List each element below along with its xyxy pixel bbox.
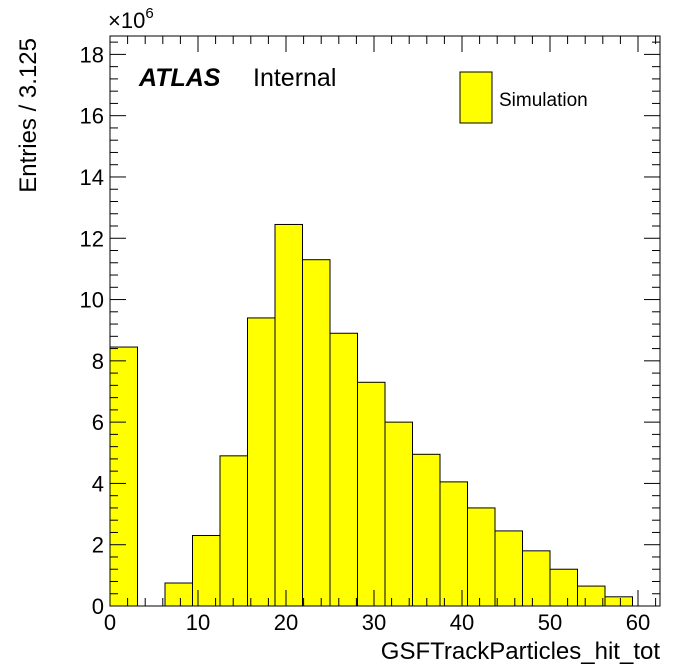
x-tick-label: 30: [362, 610, 386, 635]
y-multiplier-exponent: 6: [145, 5, 153, 22]
histogram-bar: [439, 481, 468, 607]
x-tick-label: 0: [104, 610, 116, 635]
histogram-bar: [549, 568, 578, 607]
x-tick-label: 10: [186, 610, 210, 635]
y-multiplier-base: ×10: [108, 8, 145, 33]
y-multiplier: ×106: [108, 5, 154, 33]
y-tick-label: 14: [80, 165, 104, 190]
internal-label: Internal: [253, 64, 336, 92]
tick-labels: 0 10 20 30 40 50 60 0 2 4 6 8 10 12 14 16 18: [80, 42, 651, 635]
y-tick-label: 10: [80, 288, 104, 313]
y-tick-label: 4: [92, 471, 104, 496]
y-tick-label: 18: [80, 42, 104, 67]
histogram-bar: [329, 332, 358, 607]
histogram-bar: [494, 530, 523, 607]
axis-ticks: [109, 36, 660, 607]
legend-swatch-simulation: [459, 71, 493, 124]
histogram-bars: [109, 223, 633, 607]
y-tick-label: 16: [80, 104, 104, 129]
histogram-bar: [467, 507, 496, 607]
histogram-bar: [247, 317, 276, 607]
y-tick-label: 12: [80, 226, 104, 251]
y-tick-label: 2: [92, 533, 104, 558]
x-tick-label: 50: [538, 610, 562, 635]
x-tick-label: 60: [626, 610, 650, 635]
histogram-bar: [384, 421, 413, 607]
histogram-bar: [604, 596, 633, 607]
y-tick-label: 6: [92, 410, 104, 435]
legend-label-simulation: Simulation: [499, 90, 588, 111]
histogram-bar: [219, 455, 248, 607]
x-axis-title: GSFTrackParticles_hit_tot: [381, 638, 661, 665]
y-axis-title: Entries / 3.125: [15, 38, 42, 193]
histogram-bar: [357, 381, 386, 607]
histogram-bar: [412, 453, 441, 607]
y-tick-label: 0: [92, 594, 104, 619]
histogram-bar: [192, 535, 221, 607]
histogram-bar: [302, 259, 331, 607]
histogram-bar: [274, 223, 303, 607]
atlas-label: ATLAS: [138, 64, 221, 92]
x-tick-label: 20: [274, 610, 298, 635]
histogram-bar: [577, 585, 606, 607]
y-tick-label: 8: [92, 349, 104, 374]
histogram-bar: [109, 346, 138, 607]
legend: Simulation: [459, 71, 588, 124]
histogram-bar: [164, 582, 193, 607]
plot-frame: [109, 35, 661, 607]
x-tick-label: 40: [450, 610, 474, 635]
histogram-bar: [522, 550, 551, 607]
